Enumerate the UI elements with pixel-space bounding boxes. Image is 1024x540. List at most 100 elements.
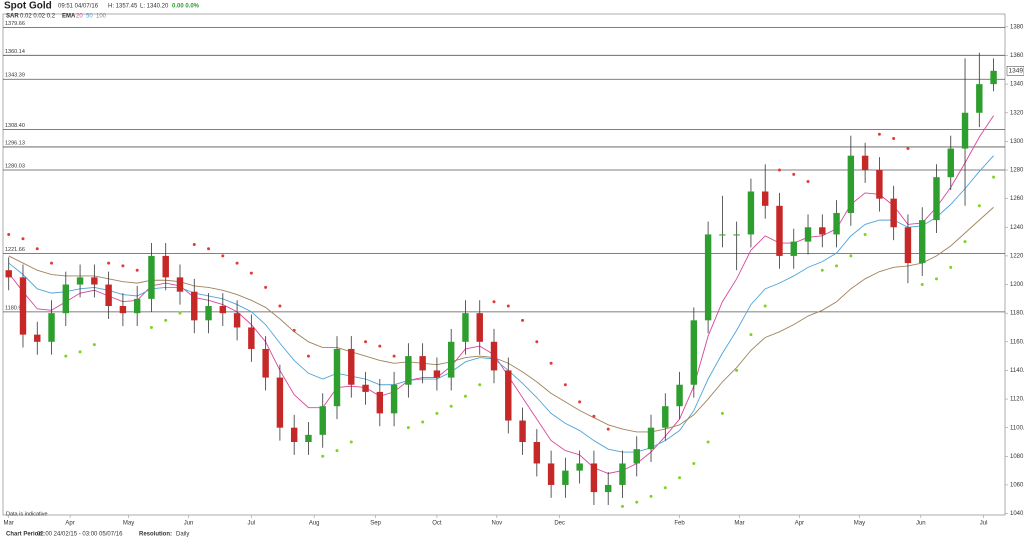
sar-dot [278,304,282,308]
last-price-label: 1349.30 [1009,68,1024,75]
sar-dot [292,328,296,332]
sar-dot [449,404,453,408]
header-change: 0.00 0.0% [172,4,200,10]
candle-body [804,227,812,242]
candle-body [476,313,483,342]
candle-body [376,391,384,414]
x-tick-label: Jun [184,521,194,527]
candle-body [362,384,369,392]
sar-dot [435,411,439,415]
candle-body [533,441,541,464]
sar-dot [64,354,68,358]
sar-dot [349,440,353,444]
y-tick-label: 1360.00 [1010,53,1024,59]
candle-body [761,191,769,206]
candle-body [119,306,127,314]
level-label: 1280.03 [5,163,25,169]
y-tick-label: 1140.00 [1010,368,1024,374]
candle-body [847,155,855,213]
candle-body [433,370,441,378]
sar-dot [392,354,396,358]
sar-dot [763,304,767,308]
sar-dot [406,426,410,430]
sar-dot [378,344,382,348]
candle-body [405,356,412,385]
candle-body [933,177,940,221]
candle-body [890,198,897,228]
sar-dot [135,268,139,272]
y-tick-label: 1220.00 [1010,253,1024,259]
sar-dot [364,340,368,344]
level-label: 1360.14 [5,49,25,55]
sar-dot [963,240,967,244]
candle-body [819,227,826,235]
x-tick-label: May [854,521,865,527]
x-tick-label: Feb [674,521,685,527]
candle-body [747,191,755,235]
sar-dot [478,383,482,387]
sar-dot [121,264,125,268]
sar-dot [463,394,467,398]
x-tick-label: Jun [916,521,926,527]
candle-body [604,484,612,493]
candle-body [547,463,555,485]
sar-dot [578,400,582,404]
candle-body [961,112,969,149]
sar-dot [635,500,639,504]
sar-dot [535,340,539,344]
sar-dot [706,440,710,444]
sar-label: SAR [6,14,19,20]
sar-dot [164,318,168,322]
sar-dot [249,271,253,275]
sar-dot [421,420,425,424]
x-tick-label: Apr [795,521,804,527]
sar-dot [835,264,839,268]
candle-body [719,234,726,236]
x-tick-label: Aug [309,521,320,527]
sar-dot [877,132,881,136]
level-label: 1180.90 [5,305,24,311]
y-tick-label: 1060.00 [1010,483,1024,489]
sar-dot [863,232,867,236]
sar-dot [264,285,268,289]
candle-body [419,356,426,371]
level-label: 1221.66 [5,247,25,253]
y-tick-label: 1340.00 [1010,82,1024,88]
candle-body [176,277,184,292]
last-price-box [1006,66,1024,76]
x-tick-label: Jul [248,521,256,527]
y-tick-label: 1100.00 [1010,425,1024,431]
candle-body [447,341,455,378]
footer-resolution-label: Resolution: [139,532,172,538]
candle-body [333,348,341,407]
candle-body [348,348,355,385]
candle-body [676,384,683,407]
ema-legend: 100 [96,14,107,20]
sar-dot [692,461,696,465]
x-tick-label: Mar [734,521,744,527]
sar-dot [35,247,39,251]
sar-dot [806,179,810,183]
candle-body [148,255,155,299]
ema-line [8,155,994,453]
sar-dot [78,350,82,354]
sar-dot [235,261,239,265]
candle-body [662,406,669,428]
ema-label: EMA [62,14,76,20]
candle-body [490,341,498,371]
candle-body [319,406,326,435]
level-label: 1343.39 [5,73,25,79]
candle-body [790,241,797,256]
sar-dot [720,411,724,415]
sar-dot [335,449,339,453]
sar-dot [820,268,824,272]
sar-dot [178,311,182,315]
footer-period: 02:00 24/02/15 - 03:00 05/07/16 [37,532,123,538]
candle-body [76,277,84,285]
x-tick-label: Mar [4,521,14,527]
y-tick-label: 1160.00 [1010,339,1024,345]
candle-body [191,291,198,321]
sar-dot [7,232,11,236]
candle-body [876,170,883,199]
